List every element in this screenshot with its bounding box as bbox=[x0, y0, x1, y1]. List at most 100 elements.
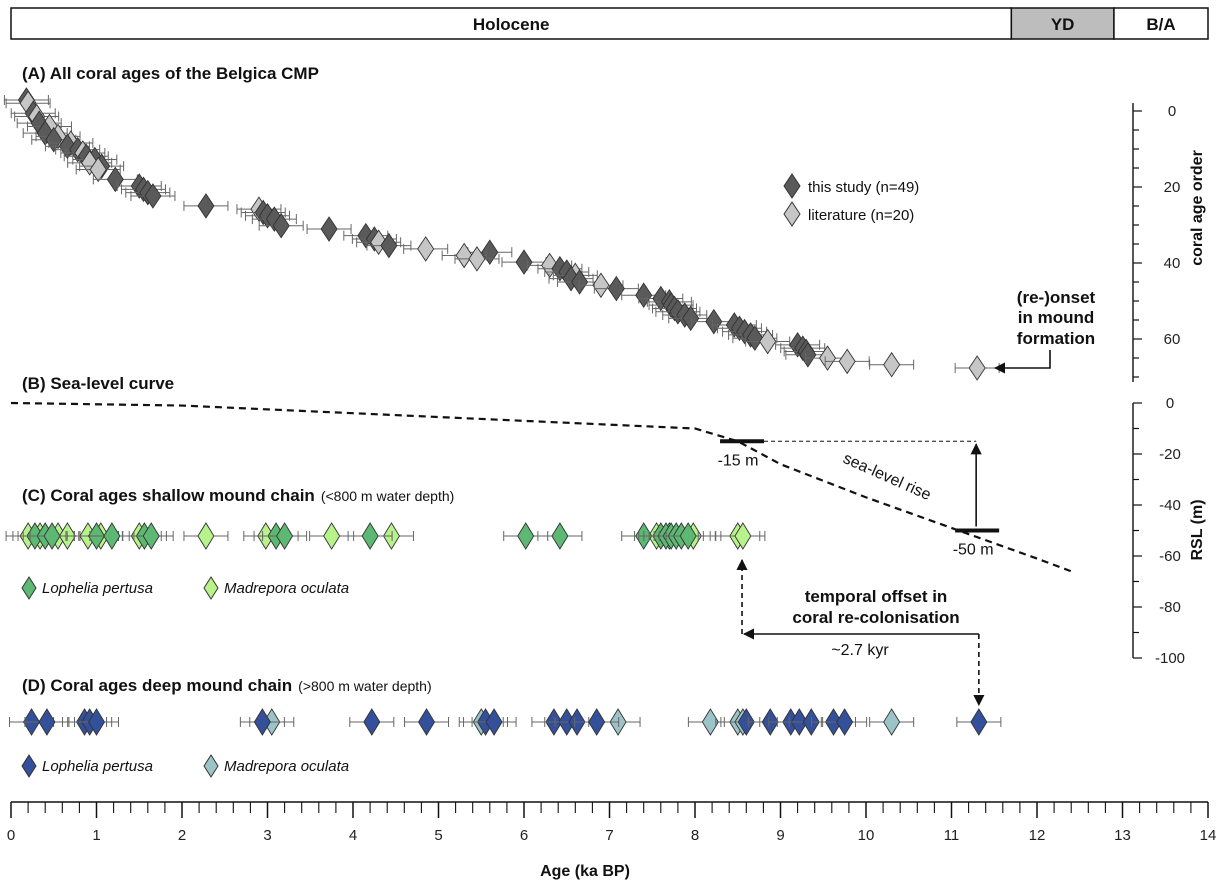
legend-shallow-madrepora-marker bbox=[203, 576, 219, 600]
epoch-box-0 bbox=[10, 7, 1013, 40]
deep-lophelia-point-13 bbox=[588, 708, 606, 736]
panel-b-tick-label-40: -40 bbox=[1159, 497, 1181, 514]
legend-literature-marker bbox=[783, 201, 801, 227]
epoch-label-1: YD bbox=[1051, 15, 1075, 34]
panel-b-tick-label-60: -60 bbox=[1159, 548, 1181, 565]
this-study-point-48 bbox=[799, 341, 817, 368]
deep-lophelia-point-21 bbox=[970, 708, 988, 736]
legend-shallow-lophelia-marker bbox=[21, 576, 37, 600]
x-tick-label-9: 9 bbox=[776, 827, 784, 844]
panel-d-legend: Lophelia pertusa Madrepora oculata bbox=[21, 754, 349, 778]
panel-c-subtitle: (<800 m water depth) bbox=[321, 488, 454, 504]
offset-value: ~2.7 kyr bbox=[831, 642, 889, 659]
x-tick-label-12: 12 bbox=[1029, 827, 1046, 844]
shallow-madrepora-point-7 bbox=[197, 522, 215, 550]
this-study-point-15 bbox=[197, 193, 215, 219]
this-study-point-31 bbox=[635, 282, 653, 309]
legend-literature-label: literature (n=20) bbox=[808, 207, 914, 224]
x-axis: 0 1 2 3 4 5 6 7 8 9 10 11 12 13 14 bbox=[7, 801, 1217, 844]
offset-line-1: temporal offset in bbox=[805, 587, 948, 606]
literature-point-20 bbox=[968, 355, 986, 381]
x-tick-label-11: 11 bbox=[944, 827, 960, 844]
epoch-bar: Holocene YD B/A bbox=[10, 7, 1209, 40]
x-axis-label: Age (ka BP) bbox=[540, 863, 630, 880]
this-study-point-25 bbox=[515, 249, 533, 275]
deep-madrepora-point-6 bbox=[883, 708, 901, 736]
shallow-lophelia-point-6 bbox=[142, 522, 160, 550]
x-tick-label-14: 14 bbox=[1200, 827, 1217, 844]
literature-point-12 bbox=[468, 246, 486, 272]
shallow-madrepora-point-15 bbox=[734, 522, 752, 550]
deep-lophelia-point-14 bbox=[737, 708, 755, 736]
panel-b-tick-label-100: -100 bbox=[1155, 650, 1185, 667]
sea-level-rise-label: sea-level rise bbox=[840, 450, 933, 504]
literature-point-18 bbox=[838, 348, 856, 375]
x-tick-label-2: 2 bbox=[178, 827, 186, 844]
panel-b-y-label: RSL (m) bbox=[1189, 499, 1206, 560]
panel-a-tick-label-20: 20 bbox=[1164, 179, 1181, 196]
x-tick-label-1: 1 bbox=[92, 827, 100, 844]
x-tick-label-7: 7 bbox=[605, 827, 613, 844]
shallow-lophelia-point-11 bbox=[551, 522, 569, 550]
panel-a-legend: this study (n=49) literature (n=20) bbox=[783, 173, 919, 227]
legend-shallow-lophelia-label: Lophelia pertusa bbox=[42, 580, 153, 597]
literature-point-7 bbox=[89, 156, 107, 183]
rsl-marker-label-1: -50 m bbox=[953, 542, 994, 559]
deep-lophelia-point-9 bbox=[485, 708, 503, 736]
legend-shallow-madrepora-label: Madrepora oculata bbox=[224, 580, 349, 597]
x-tick-label-6: 6 bbox=[520, 827, 528, 844]
panel-d-markers bbox=[9, 708, 1002, 736]
shallow-lophelia-point-8 bbox=[276, 522, 294, 550]
x-tick-label-8: 8 bbox=[691, 827, 699, 844]
literature-point-11 bbox=[455, 242, 473, 269]
panel-d-subtitle: (>800 m water depth) bbox=[298, 678, 431, 694]
this-study-point-14 bbox=[144, 183, 162, 209]
this-study-point-39 bbox=[705, 308, 723, 335]
this-study-point-19 bbox=[272, 212, 290, 239]
onset-annotation-line-3: formation bbox=[1017, 329, 1095, 348]
panel-d-title: (D) Coral ages deep mound chain (>800 m w… bbox=[22, 676, 432, 695]
panel-a-tick-label-0: 0 bbox=[1168, 103, 1176, 120]
offset-line-2: coral re-colonisation bbox=[792, 608, 959, 627]
deep-lophelia-point-6 bbox=[363, 708, 381, 736]
panel-a-y-label: coral age order bbox=[1189, 150, 1206, 266]
panel-a-tick-label-40: 40 bbox=[1164, 255, 1181, 272]
panel-b-title: (B) Sea-level curve bbox=[22, 374, 174, 393]
literature-point-19 bbox=[883, 351, 901, 378]
panel-a-tick-label-60: 60 bbox=[1164, 331, 1181, 348]
epoch-label-0: Holocene bbox=[473, 15, 550, 34]
legend-deep-lophelia-label: Lophelia pertusa bbox=[42, 758, 153, 775]
literature-point-9 bbox=[370, 229, 388, 256]
x-tick-label-4: 4 bbox=[349, 827, 357, 844]
panel-b-tick-label-80: -80 bbox=[1159, 599, 1181, 616]
epoch-box-1 bbox=[1010, 7, 1115, 40]
panel-a-y-axis: 0 20 40 60 bbox=[1132, 103, 1181, 382]
this-study-point-20 bbox=[320, 216, 338, 242]
deep-lophelia-point-7 bbox=[418, 708, 436, 736]
legend-deep-madrepora-label: Madrepora oculata bbox=[224, 758, 349, 775]
panel-d-title-main: (D) Coral ages deep mound chain bbox=[22, 676, 292, 695]
legend-deep-madrepora-marker bbox=[203, 754, 219, 778]
temporal-offset-annotation: temporal offset in coral re-colonisation… bbox=[736, 558, 985, 707]
legend-this-study-label: this study (n=49) bbox=[808, 179, 919, 196]
panel-a-markers bbox=[3, 87, 1000, 381]
epoch-label-2: B/A bbox=[1146, 15, 1175, 34]
x-tick-label-0: 0 bbox=[7, 827, 15, 844]
x-tick-label-3: 3 bbox=[263, 827, 271, 844]
this-study-point-10 bbox=[106, 166, 124, 193]
x-tick-label-10: 10 bbox=[858, 827, 875, 844]
onset-annotation-line-1: (re-)onset bbox=[1017, 288, 1096, 307]
literature-point-10 bbox=[417, 236, 435, 262]
literature-point-15 bbox=[592, 272, 610, 299]
panel-b-tick-label-20: -20 bbox=[1159, 446, 1181, 463]
this-study-point-29 bbox=[571, 269, 589, 295]
shallow-lophelia-point-18 bbox=[679, 522, 697, 550]
this-study-point-44 bbox=[746, 325, 764, 352]
panel-b-tick-label-0: 0 bbox=[1166, 395, 1174, 412]
shallow-lophelia-point-10 bbox=[517, 522, 535, 550]
deep-lophelia-point-4 bbox=[87, 708, 106, 736]
this-study-point-38 bbox=[682, 305, 700, 332]
panel-c-legend: Lophelia pertusa Madrepora oculata bbox=[21, 576, 349, 600]
deep-lophelia-point-1 bbox=[38, 708, 56, 736]
onset-arrow bbox=[993, 350, 1051, 374]
